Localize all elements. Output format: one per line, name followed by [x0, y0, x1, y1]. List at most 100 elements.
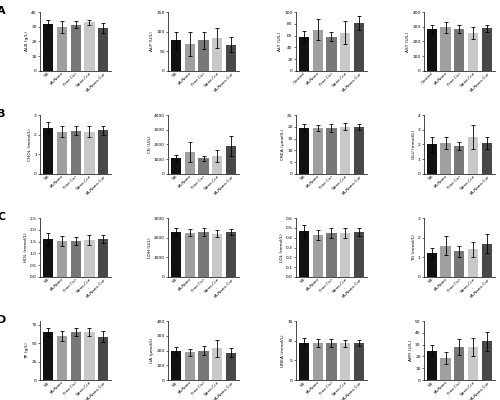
Bar: [198, 158, 208, 174]
Bar: [298, 231, 308, 277]
Bar: [84, 240, 94, 277]
Bar: [42, 239, 52, 277]
Y-axis label: ALB (g/L): ALB (g/L): [25, 32, 29, 51]
Bar: [326, 37, 336, 71]
Bar: [184, 44, 194, 71]
Bar: [170, 351, 180, 380]
Bar: [326, 128, 336, 174]
Y-axis label: CREA (μmol/L): CREA (μmol/L): [281, 129, 285, 160]
Bar: [198, 232, 208, 277]
Bar: [426, 29, 436, 71]
Bar: [454, 146, 464, 174]
Bar: [340, 33, 350, 71]
Y-axis label: HDL (mmol/L): HDL (mmol/L): [24, 233, 28, 262]
Bar: [98, 336, 108, 380]
Bar: [70, 241, 81, 277]
Bar: [312, 343, 322, 380]
Bar: [56, 27, 66, 71]
Bar: [184, 352, 194, 380]
Bar: [70, 332, 81, 380]
Bar: [226, 44, 236, 71]
Bar: [482, 143, 492, 174]
Bar: [198, 40, 208, 71]
Bar: [226, 232, 236, 277]
Bar: [198, 351, 208, 380]
Y-axis label: ALT (U/L): ALT (U/L): [278, 32, 282, 51]
Bar: [440, 246, 450, 277]
Bar: [226, 146, 236, 174]
Bar: [340, 233, 350, 277]
Bar: [56, 241, 66, 277]
Bar: [354, 127, 364, 174]
Bar: [326, 233, 336, 277]
Bar: [312, 128, 322, 174]
Bar: [426, 144, 436, 174]
Y-axis label: TP (g/L): TP (g/L): [25, 342, 29, 359]
Bar: [84, 132, 94, 174]
Bar: [454, 347, 464, 380]
Bar: [212, 348, 222, 380]
Text: A: A: [0, 6, 6, 16]
Bar: [98, 239, 108, 277]
Bar: [354, 232, 364, 277]
Bar: [468, 137, 478, 174]
Bar: [226, 353, 236, 380]
Bar: [426, 350, 436, 380]
Y-axis label: CHOL (mmol/L): CHOL (mmol/L): [28, 128, 32, 161]
Text: C: C: [0, 212, 6, 222]
Bar: [454, 252, 464, 277]
Y-axis label: CK (U/L): CK (U/L): [148, 136, 152, 153]
Bar: [212, 156, 222, 174]
Bar: [440, 143, 450, 174]
Bar: [98, 130, 108, 174]
Bar: [482, 28, 492, 71]
Y-axis label: AMY (U/L): AMY (U/L): [409, 340, 413, 361]
Bar: [340, 127, 350, 174]
Bar: [468, 33, 478, 71]
Bar: [170, 232, 180, 277]
Bar: [312, 235, 322, 277]
Bar: [184, 152, 194, 174]
Text: D: D: [0, 315, 6, 325]
Bar: [42, 24, 52, 71]
Y-axis label: GLU (mmol/L): GLU (mmol/L): [412, 130, 416, 159]
Bar: [42, 128, 52, 174]
Bar: [42, 332, 52, 380]
Bar: [170, 158, 180, 174]
Y-axis label: UA (μmol/L): UA (μmol/L): [150, 338, 154, 363]
Bar: [482, 244, 492, 277]
Bar: [212, 234, 222, 277]
Y-axis label: ALP (U/L): ALP (U/L): [150, 32, 154, 51]
Bar: [454, 29, 464, 71]
Bar: [354, 22, 364, 71]
Bar: [298, 37, 308, 71]
Bar: [298, 128, 308, 174]
Bar: [440, 358, 450, 380]
Y-axis label: LDH (U/L): LDH (U/L): [148, 237, 152, 258]
Y-axis label: AST (U/L): AST (U/L): [406, 31, 410, 52]
Bar: [170, 40, 180, 71]
Bar: [440, 28, 450, 71]
Bar: [312, 30, 322, 71]
Bar: [468, 347, 478, 380]
Y-axis label: UREA (mmol/L): UREA (mmol/L): [281, 334, 285, 367]
Bar: [56, 336, 66, 380]
Text: B: B: [0, 109, 6, 119]
Bar: [212, 38, 222, 71]
Bar: [70, 131, 81, 174]
Bar: [56, 132, 66, 174]
Bar: [184, 233, 194, 277]
Bar: [70, 24, 81, 71]
Bar: [426, 254, 436, 277]
Y-axis label: TG (mmol/L): TG (mmol/L): [412, 234, 416, 261]
Bar: [482, 341, 492, 380]
Y-axis label: LDL (mmol/L): LDL (mmol/L): [280, 233, 283, 262]
Bar: [84, 332, 94, 380]
Bar: [326, 343, 336, 380]
Bar: [340, 344, 350, 380]
Bar: [84, 22, 94, 71]
Bar: [468, 250, 478, 277]
Bar: [354, 343, 364, 380]
Bar: [98, 28, 108, 71]
Bar: [298, 343, 308, 380]
